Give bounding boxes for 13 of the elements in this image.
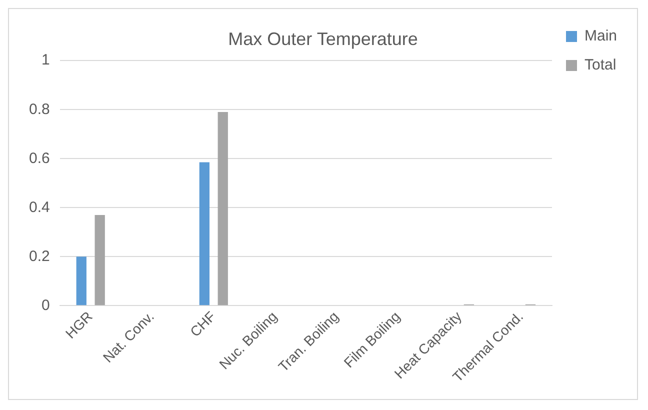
y-tick-label: 0.6 xyxy=(28,150,50,167)
y-tick-label: 0.8 xyxy=(28,100,50,118)
y-tick-label: 1 xyxy=(42,52,50,69)
legend-label: Total xyxy=(584,56,616,74)
legend-label: Main xyxy=(584,28,618,45)
bar xyxy=(76,256,86,306)
chart-title: Max Outer Temperature xyxy=(228,28,418,49)
bar xyxy=(199,162,210,306)
bar xyxy=(94,214,105,306)
y-tick-label: 0.4 xyxy=(28,198,50,216)
bar xyxy=(218,112,228,306)
y-tick-label: 0 xyxy=(42,296,50,314)
y-tick-label: 0.2 xyxy=(28,248,50,265)
